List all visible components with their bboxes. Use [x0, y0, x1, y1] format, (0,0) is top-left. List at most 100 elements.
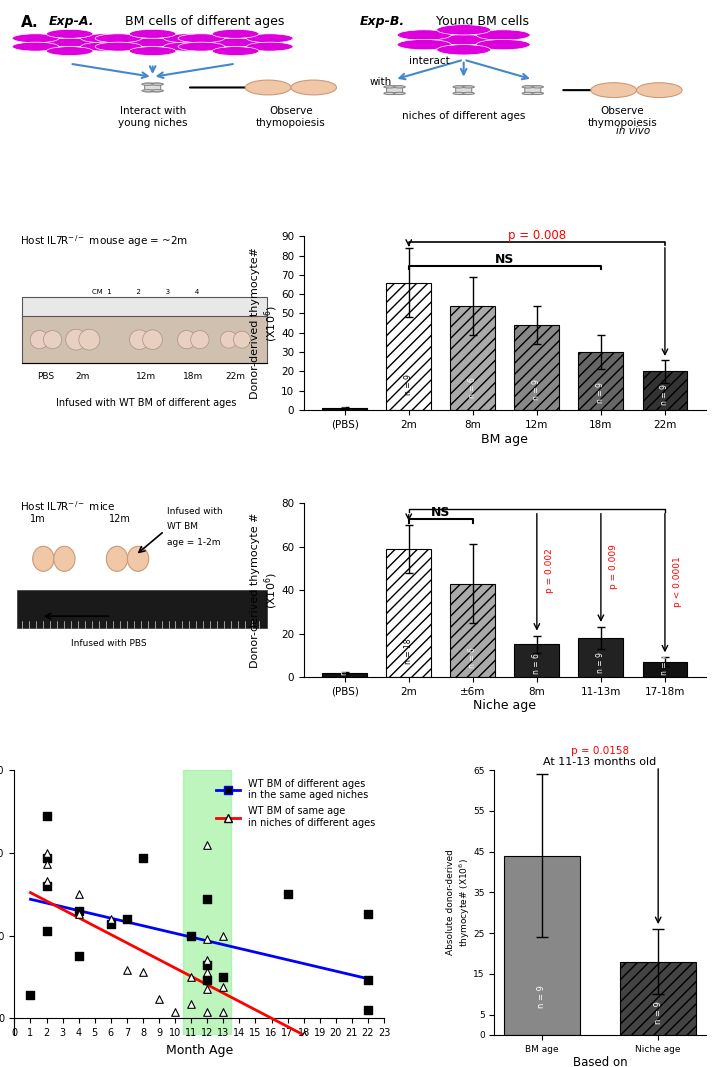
Circle shape — [130, 30, 176, 38]
Point — [202, 837, 213, 854]
Point — [73, 947, 84, 965]
Text: n = 7: n = 7 — [660, 654, 670, 674]
Circle shape — [394, 92, 405, 95]
Circle shape — [142, 90, 153, 92]
Ellipse shape — [79, 330, 100, 350]
Circle shape — [522, 85, 534, 87]
Text: n = 9: n = 9 — [596, 652, 606, 673]
Circle shape — [437, 45, 490, 55]
Point — [41, 808, 53, 825]
FancyBboxPatch shape — [145, 83, 161, 92]
Circle shape — [46, 38, 93, 47]
Point — [41, 856, 53, 873]
Point — [105, 915, 117, 933]
Text: n = 9: n = 9 — [596, 382, 606, 403]
Point — [41, 873, 53, 890]
Point — [121, 961, 132, 978]
Text: A.: A. — [22, 15, 39, 30]
Text: n = 6: n = 6 — [468, 377, 477, 398]
Text: Host IL7R$^{-/-}$ mouse age = ~2m: Host IL7R$^{-/-}$ mouse age = ~2m — [19, 233, 188, 249]
Circle shape — [532, 85, 544, 87]
Bar — [504, 856, 580, 1035]
Ellipse shape — [246, 80, 291, 95]
Text: p = 0.002: p = 0.002 — [544, 548, 554, 593]
Text: WT BM: WT BM — [167, 522, 198, 531]
Point — [186, 969, 197, 986]
Text: n = 9: n = 9 — [404, 373, 413, 395]
Point — [138, 849, 149, 866]
Ellipse shape — [127, 546, 149, 571]
Text: n = 9: n = 9 — [341, 654, 349, 674]
Ellipse shape — [54, 546, 75, 571]
Point — [153, 990, 165, 1007]
Ellipse shape — [143, 330, 163, 349]
Text: n = 6: n = 6 — [468, 647, 477, 668]
Circle shape — [142, 83, 153, 85]
Ellipse shape — [591, 83, 636, 97]
X-axis label: Month Age: Month Age — [166, 1044, 233, 1056]
Circle shape — [12, 34, 59, 43]
Ellipse shape — [233, 331, 251, 348]
Bar — [621, 961, 696, 1035]
Title: At 11-13 months old: At 11-13 months old — [544, 757, 657, 766]
Bar — [514, 644, 559, 676]
Circle shape — [212, 30, 259, 38]
Bar — [642, 371, 688, 410]
Text: n = 9: n = 9 — [341, 386, 349, 408]
Circle shape — [246, 43, 293, 51]
Bar — [323, 672, 367, 676]
Text: Interact with
young niches: Interact with young niches — [118, 106, 187, 128]
Text: CM  1           2           3           4: CM 1 2 3 4 — [92, 289, 199, 296]
Text: p = 0.009: p = 0.009 — [608, 544, 618, 589]
Bar — [642, 662, 688, 676]
Text: n = 6: n = 6 — [532, 653, 541, 673]
Point — [202, 1003, 213, 1020]
Text: NS: NS — [431, 507, 451, 520]
Point — [169, 1003, 181, 1020]
X-axis label: Based on: Based on — [572, 1056, 627, 1067]
Bar — [387, 283, 431, 410]
Text: n = 9: n = 9 — [660, 384, 670, 405]
FancyBboxPatch shape — [387, 85, 402, 95]
Circle shape — [463, 85, 474, 87]
Text: age = 1-2m: age = 1-2m — [167, 538, 220, 547]
Circle shape — [453, 85, 464, 87]
Point — [217, 978, 229, 996]
Text: Host IL7R$^{-/-}$ mice: Host IL7R$^{-/-}$ mice — [19, 499, 115, 513]
Text: 12m: 12m — [136, 371, 156, 381]
Text: n = 9: n = 9 — [532, 379, 541, 400]
Circle shape — [397, 39, 451, 50]
FancyBboxPatch shape — [456, 85, 472, 95]
Y-axis label: Absolute donor-derived
thymocyte# (X10$^6$): Absolute donor-derived thymocyte# (X10$^… — [446, 849, 472, 955]
Bar — [578, 352, 624, 410]
Circle shape — [476, 39, 530, 50]
Circle shape — [212, 38, 259, 47]
Text: p = 0.008: p = 0.008 — [508, 228, 566, 242]
Circle shape — [532, 92, 544, 95]
Point — [282, 886, 293, 903]
Circle shape — [178, 43, 225, 51]
FancyBboxPatch shape — [525, 85, 541, 95]
Circle shape — [437, 34, 490, 45]
Circle shape — [463, 92, 474, 95]
Text: p = 0.0158: p = 0.0158 — [571, 746, 629, 755]
Ellipse shape — [107, 546, 127, 571]
Ellipse shape — [220, 331, 238, 348]
Circle shape — [81, 34, 127, 43]
Bar — [323, 408, 367, 410]
Point — [202, 981, 213, 998]
Ellipse shape — [178, 331, 196, 349]
Text: 2m: 2m — [76, 371, 90, 381]
Point — [186, 927, 197, 944]
Circle shape — [394, 85, 405, 87]
Point — [298, 1026, 310, 1044]
Ellipse shape — [636, 83, 682, 97]
Text: in vivo: in vivo — [616, 126, 650, 136]
Point — [202, 972, 213, 989]
Ellipse shape — [30, 331, 48, 349]
Circle shape — [130, 38, 176, 47]
Point — [217, 1003, 229, 1020]
Circle shape — [12, 43, 59, 51]
Ellipse shape — [32, 546, 54, 571]
Point — [41, 922, 53, 939]
